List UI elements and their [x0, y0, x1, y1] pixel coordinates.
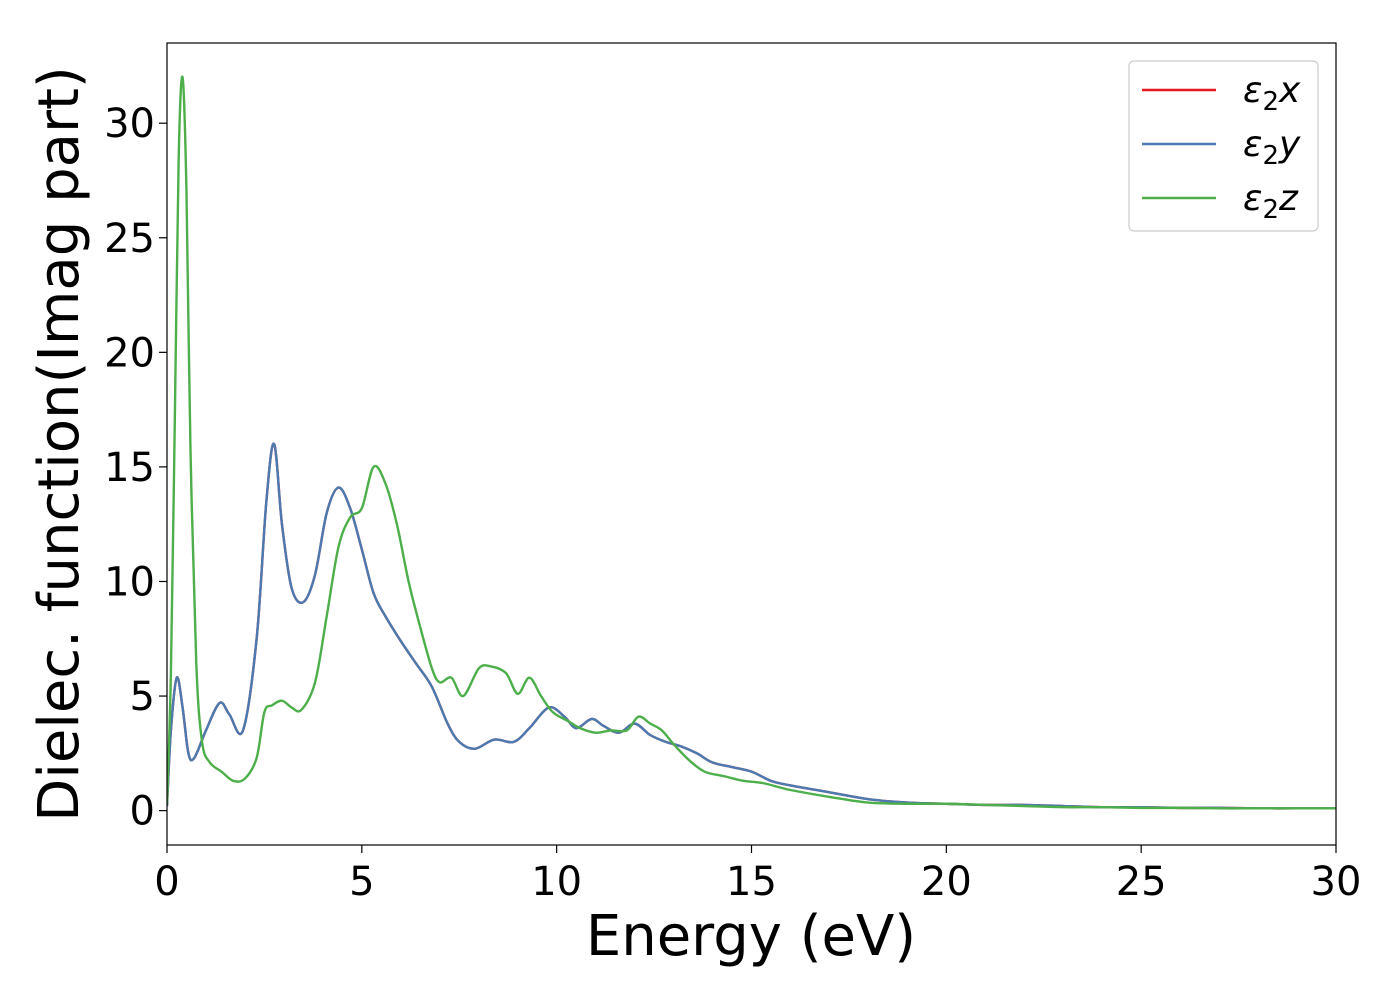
x-tick-label: 20 — [921, 859, 972, 905]
series-line-z — [167, 75, 1336, 810]
legend-label-z: ε2z — [1243, 178, 1299, 225]
y-tick-label: 30 — [104, 101, 155, 147]
x-tick-label: 0 — [154, 859, 179, 905]
x-tick-label: 30 — [1311, 859, 1362, 905]
y-tick-label: 20 — [104, 330, 155, 376]
legend: ε2x ε2y ε2z — [1128, 60, 1319, 232]
y-tick-label: 15 — [104, 445, 155, 491]
y-tick-label: 10 — [104, 559, 155, 605]
y-tick-label: 5 — [130, 674, 155, 720]
legend-label-y: ε2y — [1243, 124, 1301, 171]
y-axis-label: Dielec. function(Imag part) — [27, 66, 92, 822]
x-tick-label: 25 — [1116, 859, 1167, 905]
x-tick-label: 5 — [349, 859, 374, 905]
y-tick-label: 0 — [130, 789, 155, 835]
y-tick-label: 25 — [104, 216, 155, 262]
x-axis-ticks: 0 5 10 15 20 25 30 — [154, 845, 1361, 905]
x-tick-label: 10 — [531, 859, 582, 905]
y-axis-ticks: 0 5 10 15 20 25 30 — [104, 101, 167, 835]
legend-label-x: ε2x — [1243, 70, 1301, 117]
x-axis-label: Energy (eV) — [586, 904, 916, 969]
series-layer — [167, 75, 1336, 810]
x-tick-label: 15 — [726, 859, 777, 905]
legend-box — [1128, 60, 1319, 232]
